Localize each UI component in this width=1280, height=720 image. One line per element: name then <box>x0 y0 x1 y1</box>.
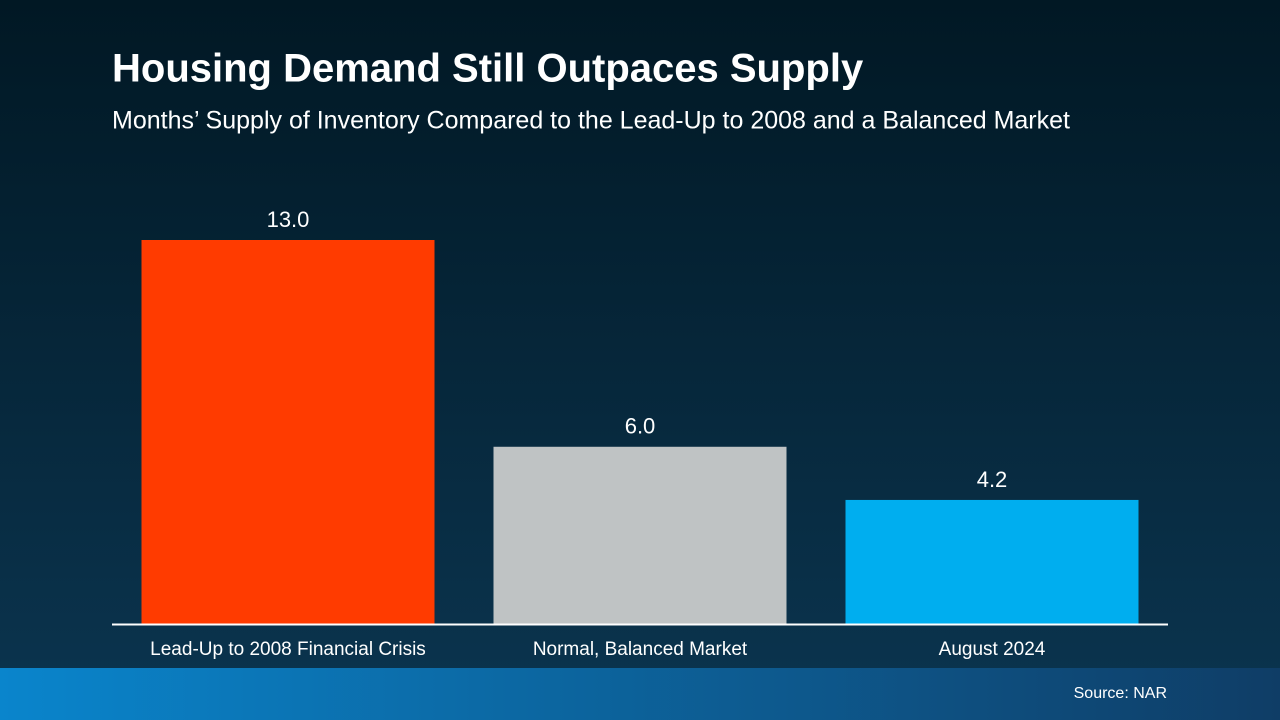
x-tick-label: August 2024 <box>939 639 1046 660</box>
x-tick-label: Lead-Up to 2008 Financial Crisis <box>150 639 426 660</box>
bar <box>493 446 787 624</box>
source: Source: NAR <box>1074 685 1167 702</box>
value-label: 6.0 <box>625 414 656 439</box>
value-label: 4.2 <box>977 467 1008 492</box>
bar <box>845 499 1139 624</box>
chart-subtitle: Months’ Supply of Inventory Compared to … <box>112 107 1070 135</box>
bar <box>141 240 435 624</box>
chart-title: Housing Demand Still Outpaces Supply <box>112 47 864 91</box>
x-tick-label: Normal, Balanced Market <box>533 639 748 660</box>
value-label: 13.0 <box>267 207 310 232</box>
footer-band <box>0 668 1280 720</box>
